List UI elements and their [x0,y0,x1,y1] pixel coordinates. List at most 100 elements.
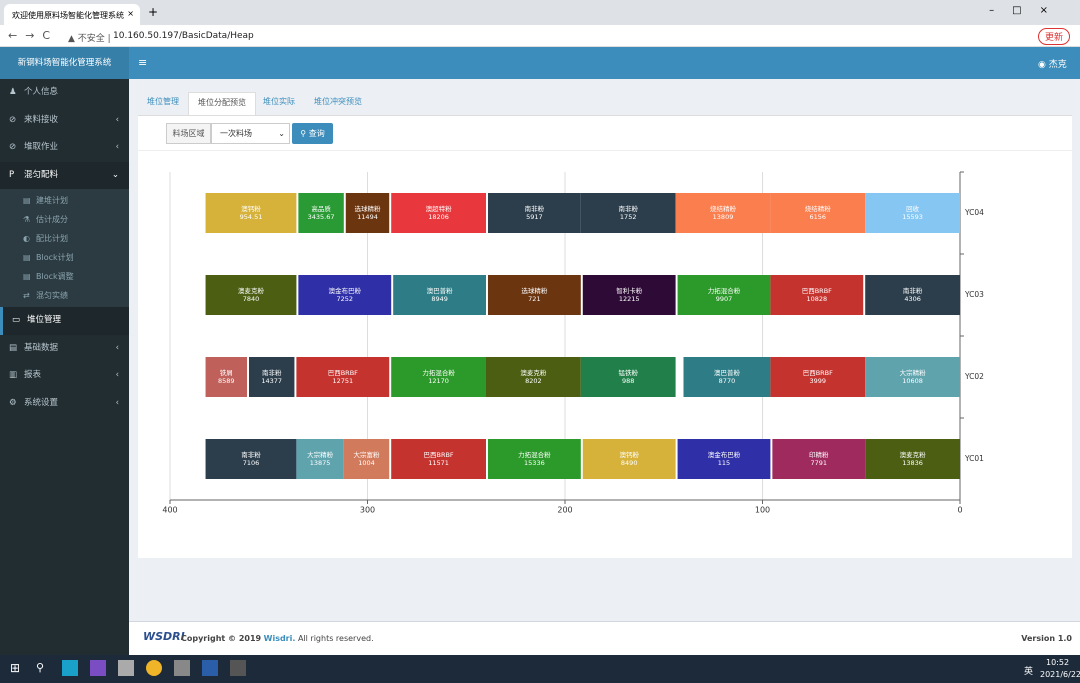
browser-tab[interactable]: 欢迎使用原料场智能化管理系统 × [4,4,140,25]
block-name: 澳钙粉 [619,450,639,459]
block-amount: 5917 [526,213,543,221]
start-button[interactable]: ⊞ [10,661,21,675]
block-name: 澳金布巴粉 [708,450,741,459]
nav-buttons[interactable]: ←→C [8,29,59,42]
submenu-item[interactable]: ▤ Block计划 [23,253,74,262]
block-name: 大宗精粉 [307,450,334,459]
block-amount: 721 [528,295,540,303]
ime[interactable]: 英 [1024,667,1034,677]
heap-block [393,275,486,315]
submenu-label: 建堆计划 [36,196,68,205]
block-name: 巴西BRBF [802,287,832,295]
block-amount: 1004 [358,459,375,467]
menu-item[interactable]: ⊘ 来料接收 ‹ [9,114,119,125]
heap-block [683,357,771,397]
block-name: 选球精粉 [521,286,548,295]
tab-border [138,115,1072,116]
block-name: 澳麦克粉 [238,286,265,295]
block-amount: 954.51 [240,213,263,221]
heap-block [487,193,581,233]
window-controls[interactable]: –□× [989,5,1066,16]
select-value: 一次料场 [220,129,252,138]
sidebar: ♟ 个人信息 ⊘ 来料接收 ‹ ⊘ 堆取作业 ‹ P 混匀配料 ⌄ ▤ 建堆计划 ⚗ 估计成分 ◐… [0,79,129,655]
block-name: 回收 [906,204,920,213]
clock-date: 2021/6/22 [1040,670,1080,679]
footer: WSDRI Copyright © 2019 Wisdri. All right… [129,621,1080,655]
block-amount: 13875 [310,459,331,467]
search-button[interactable]: ⚲ 查询 [292,123,333,144]
menu-label: 报表 [24,370,42,380]
menu-item[interactable]: ▤ 基础数据 ‹ [9,342,119,353]
block-amount: 15336 [524,459,545,467]
menu-item[interactable]: ▥ 报表 ‹ [9,370,119,380]
y-tick-label: YC02 [964,372,984,381]
app-icon[interactable] [62,660,78,676]
menu-item[interactable]: P 混匀配料 ⌄ [0,161,129,189]
menu-toggle[interactable]: ≡ [138,56,148,69]
x-tick-label: 100 [755,506,770,515]
block-amount: 8949 [431,295,448,303]
block-name: 智利卡粉 [616,286,643,295]
app-icon[interactable] [90,660,106,676]
heap-block [205,357,248,397]
heap-block [865,357,960,397]
block-amount: 8770 [719,377,736,385]
url[interactable]: 10.160.50.197/BasicData/Heap [113,31,254,41]
submenu-item[interactable]: ⚗ 估计成分 [23,215,68,224]
menu-label: 混匀配料 [24,169,59,180]
heap-block [677,275,771,315]
block-name: 大宗精粉 [900,368,927,377]
update-button[interactable]: 更新 [1038,28,1071,45]
block-amount: 10608 [902,377,923,385]
heap-block [298,193,344,233]
block-amount: 9907 [716,295,733,303]
x-tick-label: 0 [957,506,962,515]
submenu-item[interactable]: ◐ 配比计划 [23,234,68,243]
submenu-label: Block调整 [36,272,74,281]
submenu-item[interactable]: ▤ Block调整 [23,272,74,281]
heap-block [249,357,295,397]
x-tick-label: 200 [557,506,572,515]
menu-item[interactable]: ♟ 个人信息 [9,87,59,97]
block-amount: 8490 [621,459,638,467]
menu-item[interactable]: ⊘ 堆取作业 ‹ [9,142,119,152]
menu-item[interactable]: ▭ 堆位管理 [0,307,129,335]
heap-block [770,275,864,315]
block-name: 选球精粉 [355,204,382,213]
block-amount: 7791 [811,459,828,467]
app-icon[interactable] [174,660,190,676]
area-select[interactable]: 一次料场 ⌄ [211,123,290,144]
tab[interactable]: 堆位分配预览 [188,92,256,115]
company: Wisdri. [263,634,296,643]
block-amount: 8589 [218,377,235,385]
heap-block [343,439,390,479]
app-icon[interactable] [202,660,218,676]
block-amount: 12751 [332,377,353,385]
heap-block [582,439,676,479]
block-name: 力拓混合粉 [708,286,741,295]
tab[interactable]: 堆位实际 [263,97,295,106]
submenu-item[interactable]: ⇄ 混匀实绩 [23,291,68,300]
heap-block [675,193,771,233]
heap-block [345,193,390,233]
app-icon[interactable] [230,660,246,676]
search-icon[interactable]: ⚲ [36,661,45,674]
heap-block [298,275,392,315]
tab[interactable]: 堆位管理 [147,97,179,106]
app-icon[interactable] [146,660,162,676]
tab[interactable]: 堆位冲突预览 [314,97,362,106]
block-amount: 12170 [428,377,449,385]
heap-block [391,439,486,479]
new-tab[interactable]: + [148,5,159,19]
submenu-item[interactable]: ▤ 建堆计划 [23,196,68,205]
heap-block [487,275,581,315]
submenu: ▤ 建堆计划 ⚗ 估计成分 ◐ 配比计划 ▤ Block计划 ▤ Block调整 ⇄ 混匀实… [0,189,129,307]
app-icon[interactable] [118,660,134,676]
user-menu[interactable]: ◉ 杰克 [1038,60,1067,70]
copyright: Copyright © 2019 Wisdri. All rights rese… [181,634,374,643]
menu-item[interactable]: ⚙ 系统设置 ‹ [9,397,119,408]
copyright-text: Copyright © 2019 [181,634,262,643]
block-name: 南非粉 [903,286,923,295]
block-name: 铁屑 [220,368,233,377]
block-name: 巴西BRBF [424,451,454,459]
